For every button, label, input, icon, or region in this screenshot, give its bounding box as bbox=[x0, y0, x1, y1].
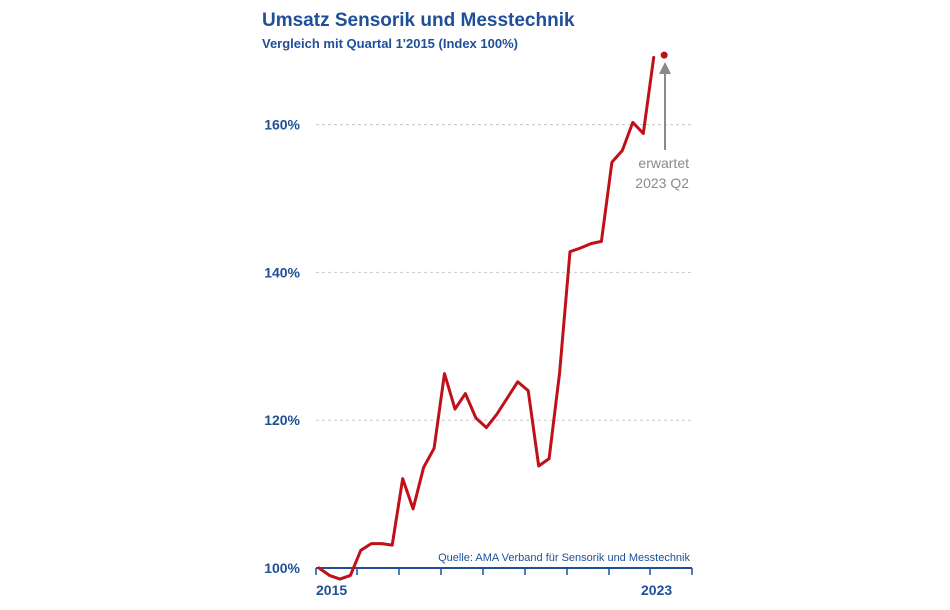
y-tick-label: 120% bbox=[264, 412, 300, 428]
x-tick-label-2023: 2023 bbox=[641, 582, 672, 598]
series-layer bbox=[317, 51, 668, 581]
annotation-arrow-head bbox=[659, 62, 671, 74]
source-note: Quelle: AMA Verband für Sensorik und Mes… bbox=[438, 552, 690, 564]
y-axis-ticks: 100% 120% 140% 160% bbox=[264, 117, 300, 576]
series-line bbox=[317, 55, 656, 581]
annotation: erwartet 2023 Q2 bbox=[635, 62, 689, 191]
y-tick-label: 100% bbox=[264, 560, 300, 576]
x-axis-tick-marks bbox=[315, 568, 693, 575]
y-tick-label: 140% bbox=[264, 264, 300, 280]
annotation-line-2: 2023 Q2 bbox=[635, 175, 689, 191]
grid-lines bbox=[316, 124, 692, 421]
chart-title: Umsatz Sensorik und Messtechnik bbox=[262, 10, 575, 31]
chart-subtitle: Vergleich mit Quartal 1'2015 (Index 100%… bbox=[262, 36, 518, 51]
forecast-point bbox=[660, 51, 668, 59]
x-tick-label-2015: 2015 bbox=[316, 582, 347, 598]
y-tick-label: 160% bbox=[264, 117, 300, 133]
annotation-line-1: erwartet bbox=[638, 155, 689, 171]
